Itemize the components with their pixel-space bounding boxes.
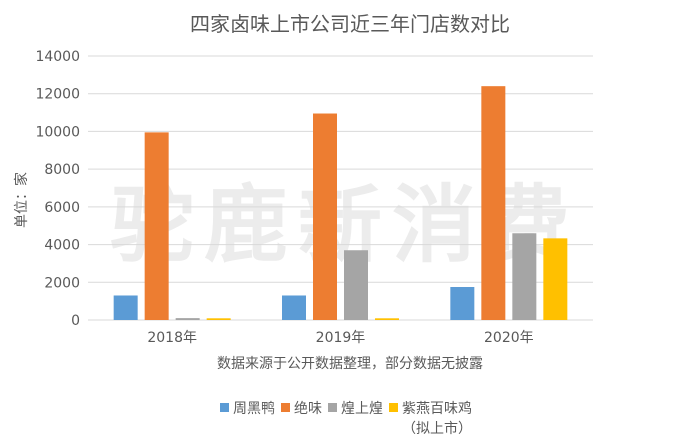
bar	[344, 250, 368, 320]
bar	[543, 238, 568, 320]
legend-label: 煌上煌	[341, 401, 383, 417]
legend-item: 绝味	[281, 398, 322, 438]
legend-label: 绝味	[294, 401, 322, 417]
legend-sublabel: （拟上市）	[402, 421, 472, 437]
legend-swatch	[220, 403, 229, 412]
bar	[375, 318, 399, 320]
bar	[282, 295, 306, 320]
legend-swatch	[328, 403, 337, 412]
x-tick-label: 2018年	[147, 330, 197, 346]
y-tick-label: 8000	[44, 162, 80, 178]
bar	[206, 318, 231, 320]
bar	[450, 287, 475, 320]
legend-item: 紫燕百味鸡 （拟上市）	[389, 398, 472, 438]
source-note: 数据来源于公开数据整理，部分数据无披露	[217, 356, 483, 372]
y-tick-label: 14000	[35, 49, 80, 65]
legend-swatch	[281, 403, 290, 412]
bar	[144, 132, 169, 320]
bar	[512, 233, 537, 320]
y-tick-label: 6000	[44, 200, 80, 216]
bar	[313, 113, 337, 320]
legend-swatch	[389, 403, 398, 412]
y-tick-label: 12000	[35, 87, 80, 103]
x-tick-label: 2019年	[316, 330, 366, 346]
y-tick-label: 2000	[44, 275, 80, 291]
y-tick-label: 0	[71, 313, 80, 329]
y-tick-label: 4000	[44, 238, 80, 254]
bar	[175, 318, 200, 320]
legend-item: 煌上煌	[328, 398, 383, 438]
legend-item: 周黑鸭	[220, 398, 275, 438]
legend-label: 周黑鸭	[233, 401, 275, 417]
legend-label: 紫燕百味鸡	[402, 401, 472, 417]
bar	[113, 295, 138, 320]
bar	[481, 86, 506, 321]
chart-title: 四家卤味上市公司近三年门店数对比	[190, 12, 510, 36]
y-tick-label: 10000	[35, 124, 80, 140]
legend: 周黑鸭 绝味 煌上煌 紫燕百味鸡 （拟上市）	[220, 398, 472, 438]
x-tick-label: 2020年	[484, 330, 534, 346]
